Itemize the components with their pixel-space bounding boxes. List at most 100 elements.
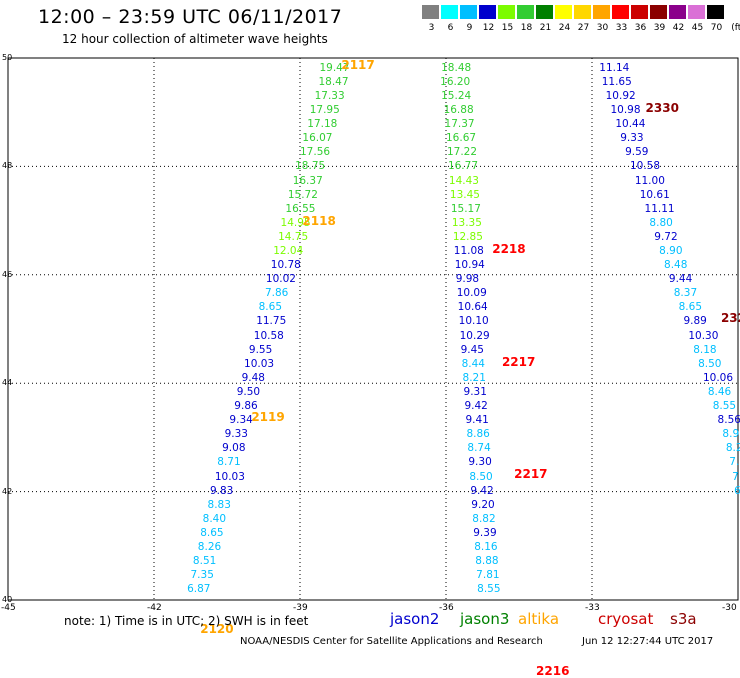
legend-jason3: jason3 [460,610,510,628]
wave-height-label: 13.45 [449,188,480,201]
wave-height-label: 8.40 [202,512,227,525]
wave-height-label: 12.04 [273,245,304,258]
wave-height-label: 10.44 [615,118,646,131]
footer-timestamp: Jun 12 12:27:44 UTC 2017 [582,636,714,647]
wave-height-label: 11.00 [634,174,665,187]
wave-height-label: 8.71 [217,456,241,469]
color-swatch-label: 9 [466,23,473,33]
color-swatch [574,5,591,19]
wave-height-label: 8.90 [659,245,683,258]
color-swatch-label: 12 [482,23,495,33]
color-swatch [555,5,572,19]
wave-height-label: 17.22 [446,146,478,159]
lon-tick-label: -42 [147,603,162,613]
wave-height-label: 8.80 [649,216,673,229]
color-swatch [593,5,610,19]
lon-tick-label: -30 [722,603,737,613]
wave-height-label: 6.87 [187,583,211,596]
wave-height-label: 15.24 [441,90,472,103]
legend-s3a: s3a [670,610,697,628]
wave-height-label: 8.50 [469,470,493,483]
color-swatch-label: 21 [539,23,552,33]
wave-height-label: 8.56 [717,414,740,427]
pass-time-label: 2120 [200,621,234,636]
wave-height-label: 8.82 [472,512,496,525]
wave-height-label: 10.03 [244,357,275,370]
wave-height-label: 17.56 [300,146,331,159]
color-swatch [517,5,534,19]
wave-height-label: 9.39 [473,526,497,539]
wave-height-label: 8.18 [693,343,717,356]
wave-height-label: 7.81 [476,569,500,582]
wave-height-label: 16.88 [443,104,474,117]
color-swatch-label: 39 [653,23,666,33]
color-swatch-label: 33 [615,23,628,33]
wave-height-label: 15.72 [287,188,318,201]
color-swatch [650,5,667,19]
lat-tick-label: 50 [2,53,13,62]
wave-height-label: 10.58 [253,329,284,342]
lat-lon-grid [8,58,738,600]
color-swatch-label: 18 [520,23,533,33]
wave-height-label: 8.55 [477,583,501,596]
wave-height-label: 14.43 [448,174,479,187]
wave-height-label: 16.77 [447,160,478,173]
wave-height-label: 7. [732,470,740,483]
map-plot [7,57,739,601]
wave-height-label: 8.65 [200,526,224,539]
wave-height-label: 8.50 [698,357,722,370]
footer-credit: NOAA/NESDIS Center for Satellite Applica… [240,636,543,647]
wave-height-label: 13.35 [451,216,482,229]
wave-height-label: 10.58 [629,160,661,173]
pass-time-label: 2217 [501,354,536,369]
lon-tick-label: -33 [585,603,600,613]
wave-height-label: 8.65 [678,301,703,314]
wave-height-label: 17.95 [309,104,340,117]
wave-height-label: 16.67 [446,132,477,145]
wave-height-label: 8.46 [707,385,732,398]
wave-height-label: 9.55 [248,343,273,356]
pass-time-label: 2218 [492,242,526,257]
wave-height-label: 10.09 [456,287,487,300]
wave-height-label: 9.44 [668,273,693,286]
wave-height-label: 16.55 [285,202,316,215]
wave-height-label: 8.86 [466,428,490,441]
wave-height-label: 10.03 [214,470,245,483]
pass-time-label: 2118 [302,213,336,228]
wave-height-label: 8.37 [673,287,698,300]
wave-height-label: 18.47 [318,75,349,88]
color-swatch-label: 3 [428,23,435,33]
wave-height-label: 15.17 [450,202,481,215]
wave-height-label: 9.33 [620,132,644,145]
color-swatch [441,5,458,19]
wave-height-label: 10.29 [459,329,490,342]
wave-height-label: 10.30 [688,329,719,342]
color-swatch-label: 30 [596,23,609,33]
wave-height-label: 8.55 [712,400,737,413]
lon-tick-label: -45 [1,603,16,613]
wave-height-label: 9.30 [468,456,492,469]
wave-height-label: 8.22 [725,442,740,455]
color-swatch [422,5,439,19]
wave-height-label: 8.88 [475,555,499,568]
wave-height-label: 10.61 [639,188,670,201]
color-swatch-label: 6 [447,23,454,33]
color-swatch [460,5,477,19]
wave-height-label: 9.83 [209,484,234,497]
color-swatch [688,5,705,19]
legend-jason2: jason2 [390,610,440,628]
plot-frame [7,57,739,601]
wave-height-label: 9.48 [241,371,265,384]
wave-height-label: 18.75 [295,160,326,173]
color-swatch-label: 42 [672,23,685,33]
lat-tick-label: 46 [2,269,13,279]
wave-height-label: 16.37 [292,174,323,187]
wave-height-label: 9.59 [625,146,649,159]
wave-height-label: 9.33 [224,428,248,441]
wave-height-label: 9.45 [460,343,484,356]
wave-height-label: 7.35 [190,569,214,582]
color-swatch-label: 15 [501,23,514,33]
wave-height-label: 7.5 [729,456,740,469]
wave-height-label: 9.86 [234,400,258,413]
legend-altika: altika [518,610,560,628]
